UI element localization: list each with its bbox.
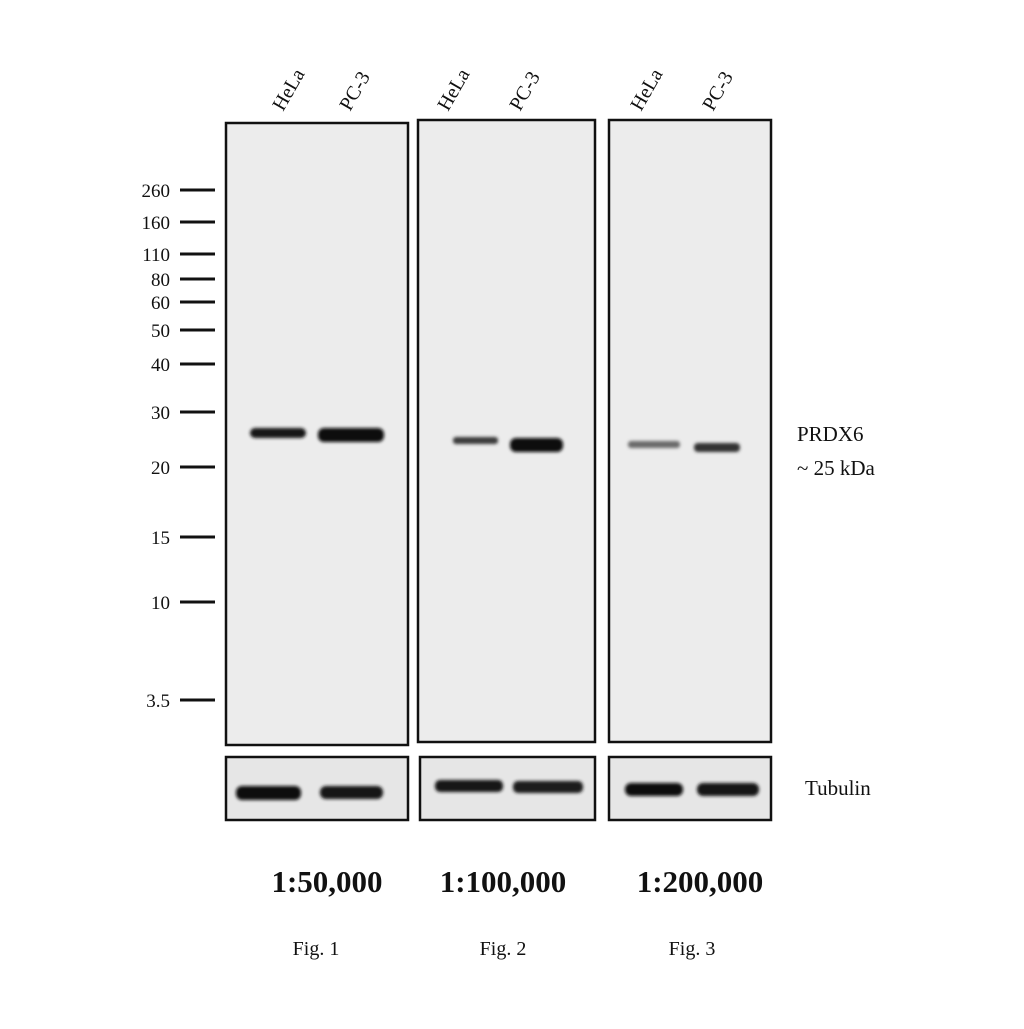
marker-label: 30	[151, 403, 170, 424]
marker-label: 20	[151, 458, 170, 479]
band	[510, 438, 563, 452]
figure-label: Fig. 1	[293, 938, 340, 960]
marker-label: 110	[142, 245, 170, 266]
figure-label: Fig. 2	[480, 938, 527, 960]
band	[435, 780, 503, 792]
marker-label: 260	[142, 181, 171, 202]
band	[250, 428, 306, 438]
marker-label: 3.5	[146, 691, 170, 712]
band	[236, 786, 301, 800]
band	[513, 781, 583, 793]
marker-label: 160	[142, 213, 171, 234]
marker-label: 60	[151, 293, 170, 314]
figure-label: Fig. 3	[669, 938, 716, 960]
blot-panel	[607, 118, 773, 744]
band	[625, 783, 683, 796]
marker-label: 40	[151, 355, 170, 376]
marker-label: 15	[151, 528, 170, 549]
protein-label: PRDX6	[797, 422, 864, 446]
band	[453, 437, 498, 444]
marker-label: 80	[151, 270, 170, 291]
blot-panel	[416, 118, 597, 744]
band	[318, 428, 384, 442]
dilution-label: 1:200,000	[637, 864, 764, 899]
marker-label: 10	[151, 593, 170, 614]
dilution-label: 1:50,000	[271, 864, 382, 899]
marker-label: 50	[151, 321, 170, 342]
band	[694, 443, 740, 452]
band	[628, 441, 680, 448]
band	[697, 783, 759, 796]
bands	[236, 428, 759, 800]
size-label: ~ 25 kDa	[797, 456, 876, 480]
loading-control-label: Tubulin	[805, 776, 871, 800]
band	[320, 786, 383, 799]
dilution-label: 1:100,000	[440, 864, 567, 899]
